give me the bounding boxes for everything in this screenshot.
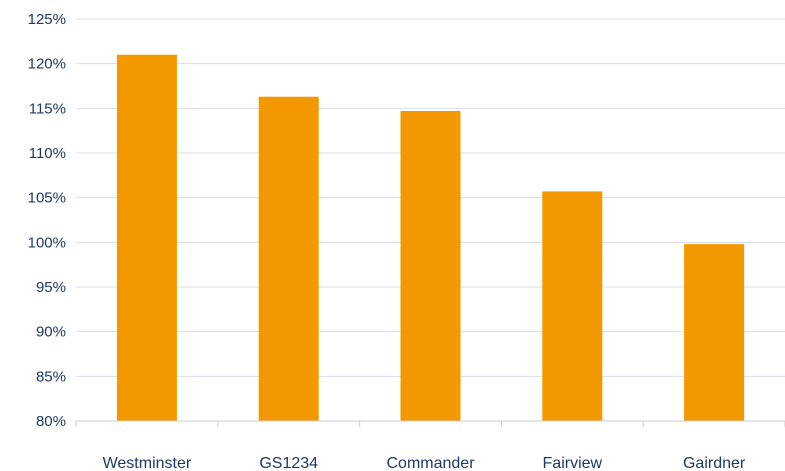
bar [116,54,177,421]
y-tick-label: 125% [28,11,66,28]
y-tick-label: 100% [28,234,66,251]
x-category-label: Westminster [103,455,192,471]
x-category-label: GS1234 [259,455,318,471]
x-category-label: Commander [386,455,475,471]
axes [75,420,785,427]
bar [684,244,745,421]
y-tick-label: 90% [36,324,66,341]
y-tick-label: 95% [36,279,66,296]
x-category-labels: Westminster GS1234 Commander Fairview Gairdn… [103,455,746,471]
y-tick-label: 115% [29,100,66,117]
y-tick-label: 80% [36,413,66,430]
y-tick-label: 110% [29,145,66,162]
bars [116,54,745,421]
x-category-label: Gairdner [683,455,746,471]
bar [542,191,603,421]
bar [258,96,319,421]
y-tick-labels: 80% 85% 90% 95% 100% 105% 110% 115% 120% 125% [28,11,66,430]
bar [400,111,461,421]
x-category-label: Fairview [543,455,603,471]
y-tick-label: 85% [36,368,66,385]
y-tick-label: 120% [28,56,66,73]
y-tick-label: 105% [28,190,66,207]
